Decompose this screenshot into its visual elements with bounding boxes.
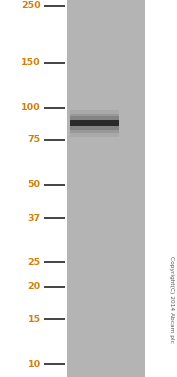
Text: 25: 25 bbox=[28, 257, 41, 267]
Bar bbox=[70, 110, 119, 136]
Text: 15: 15 bbox=[28, 314, 41, 323]
Text: 100: 100 bbox=[21, 103, 41, 112]
Text: 150: 150 bbox=[21, 58, 41, 67]
Bar bbox=[70, 120, 119, 126]
Text: 37: 37 bbox=[28, 214, 41, 223]
Bar bbox=[70, 116, 119, 130]
Bar bbox=[70, 114, 119, 133]
Text: 75: 75 bbox=[28, 135, 41, 144]
Text: 20: 20 bbox=[28, 282, 41, 291]
Text: 10: 10 bbox=[28, 360, 41, 369]
Text: Copyright(C) 2014 Abcam plc: Copyright(C) 2014 Abcam plc bbox=[169, 256, 174, 343]
Text: 250: 250 bbox=[21, 1, 41, 10]
Bar bbox=[67, 0, 145, 377]
Text: 50: 50 bbox=[28, 181, 41, 189]
